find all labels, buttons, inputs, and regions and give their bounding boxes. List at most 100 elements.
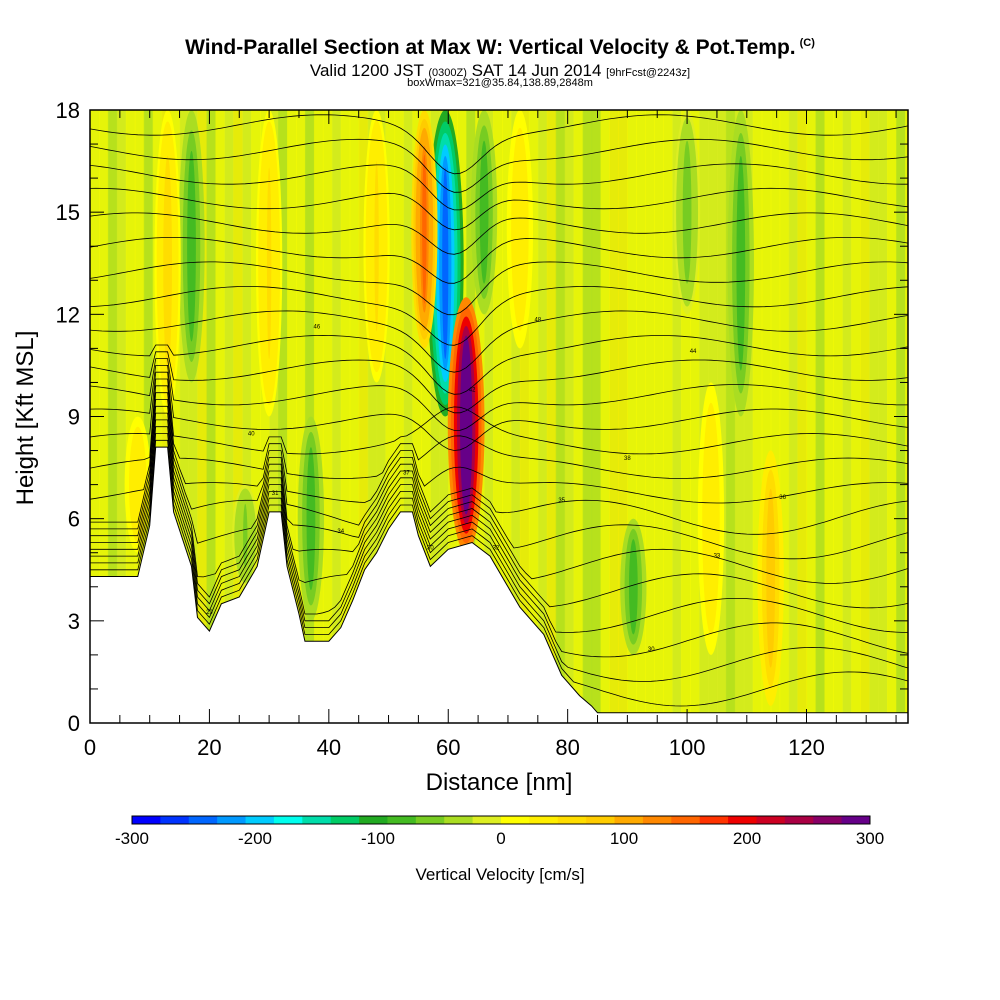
isentrope-line: [90, 163, 908, 211]
velocity-stripe: [403, 110, 414, 723]
velocity-stripe: [537, 110, 548, 723]
isentrope-label: 34: [337, 529, 344, 535]
velocity-stripe: [251, 110, 261, 723]
chart-subtitle: Valid 1200 JST (0300Z) SAT 14 Jun 2014 […: [0, 61, 1000, 81]
velocity-stripe: [484, 110, 494, 723]
isentrope-line: [90, 412, 908, 609]
velocity-stripe: [161, 110, 172, 723]
updraft-cell: [708, 433, 714, 604]
velocity-stripe: [636, 110, 646, 723]
colorbar-swatch: [472, 816, 502, 824]
colorbar-swatch: [444, 816, 474, 824]
velocity-stripe: [116, 110, 127, 723]
colorbar-tick-label: 100: [610, 829, 638, 848]
velocity-stripe: [313, 110, 324, 723]
velocity-stripe: [609, 110, 620, 723]
velocity-stripe: [672, 110, 682, 723]
y-tick-label: 15: [56, 200, 80, 225]
isentrope-label: 46: [314, 325, 321, 331]
colorbar-swatch: [699, 816, 729, 824]
updraft-cell: [266, 167, 272, 360]
updraft-cell: [517, 154, 523, 304]
colorbar-swatch: [188, 816, 218, 824]
downdraft-cell: [189, 161, 194, 332]
downdraft-cell: [738, 167, 744, 360]
velocity-stripe: [358, 110, 369, 723]
forecast-info: [9hrFcst@2243z]: [606, 67, 691, 79]
plot-area: 29 30 30 31 32 33 34 35 36 37 38 40 42 44 46 48: [90, 110, 908, 723]
updraft-cell: [463, 345, 470, 505]
velocity-stripe: [287, 110, 297, 723]
velocity-stripe: [645, 110, 655, 723]
velocity-stripe: [716, 110, 727, 723]
colorbar-tick-label: 200: [733, 829, 761, 848]
velocity-stripe: [134, 110, 145, 723]
updraft-cell: [165, 167, 170, 360]
isentrope-label: 35: [558, 498, 565, 504]
velocity-stripe: [546, 110, 557, 723]
colorbar-swatch: [784, 816, 814, 824]
velocity-stripe: [394, 110, 405, 723]
velocity-stripe: [501, 110, 512, 723]
velocity-stripe: [125, 110, 136, 723]
colorbar-swatch: [756, 816, 786, 824]
isentrope-line: [90, 405, 908, 584]
y-axis-title: Height [Kft MSL]: [12, 331, 39, 506]
isentrope-label: 48: [534, 317, 541, 323]
velocity-stripe: [627, 110, 637, 723]
isentrope-line: [90, 138, 908, 193]
velocity-stripe: [824, 110, 834, 723]
isentrope-line: [90, 433, 908, 682]
x-tick-label: 100: [669, 735, 706, 760]
updraft-cell: [135, 442, 140, 528]
terrain: [90, 446, 908, 723]
isentrope-label: 33: [714, 554, 721, 560]
colorbar-swatch: [217, 816, 247, 824]
velocity-stripe: [233, 110, 243, 723]
isentrope-label: 44: [690, 349, 697, 355]
isentrope-line: [90, 261, 908, 316]
velocity-stripe: [860, 110, 870, 723]
colorbar-title: Vertical Velocity [cm/s]: [415, 865, 584, 884]
colorbar-swatch: [132, 816, 161, 824]
downdraft-cell: [442, 167, 449, 360]
velocity-stripe: [170, 110, 181, 723]
isentrope-line: [90, 419, 908, 633]
isentrope-line: [90, 334, 908, 395]
velocity-stripe: [430, 110, 440, 723]
isentrope-line: [90, 187, 908, 231]
velocity-stripe: [770, 110, 781, 723]
velocity-stripe: [278, 110, 288, 723]
colorbar-swatch: [273, 816, 303, 824]
velocity-stripe: [304, 110, 315, 723]
isentrope-line: [90, 358, 908, 431]
isentrope-line: [90, 351, 908, 414]
velocity-stripe: [519, 110, 530, 723]
x-tick-label: 120: [788, 735, 825, 760]
velocity-stripe: [197, 110, 208, 723]
isentrope-line: [90, 365, 908, 451]
downdraft-cell: [308, 454, 314, 583]
isentrope-label: 30: [648, 647, 655, 653]
velocity-stripe: [842, 110, 852, 723]
velocity-stripe: [322, 110, 333, 723]
isentrope-label: 32: [493, 545, 500, 551]
velocity-stripe: [806, 110, 817, 723]
velocity-stripe: [179, 110, 190, 723]
isentrope-line: [90, 212, 908, 255]
velocity-stripe: [690, 110, 700, 723]
isentrope-line: [90, 385, 908, 504]
velocity-stripe: [528, 110, 539, 723]
colorbar-swatch: [160, 816, 190, 824]
velocity-stripe: [412, 110, 422, 723]
velocity-stripe: [188, 110, 199, 723]
velocity-stripe: [493, 110, 503, 723]
velocity-stripe: [869, 110, 879, 723]
colorbar-swatch: [728, 816, 757, 824]
velocity-stripe: [600, 110, 611, 723]
colorbar-tick-label: -300: [115, 829, 149, 848]
velocity-stripe: [564, 110, 575, 723]
velocity-stripe: [224, 110, 234, 723]
isentrope-label: 31: [272, 491, 279, 497]
velocity-stripe: [269, 110, 279, 723]
